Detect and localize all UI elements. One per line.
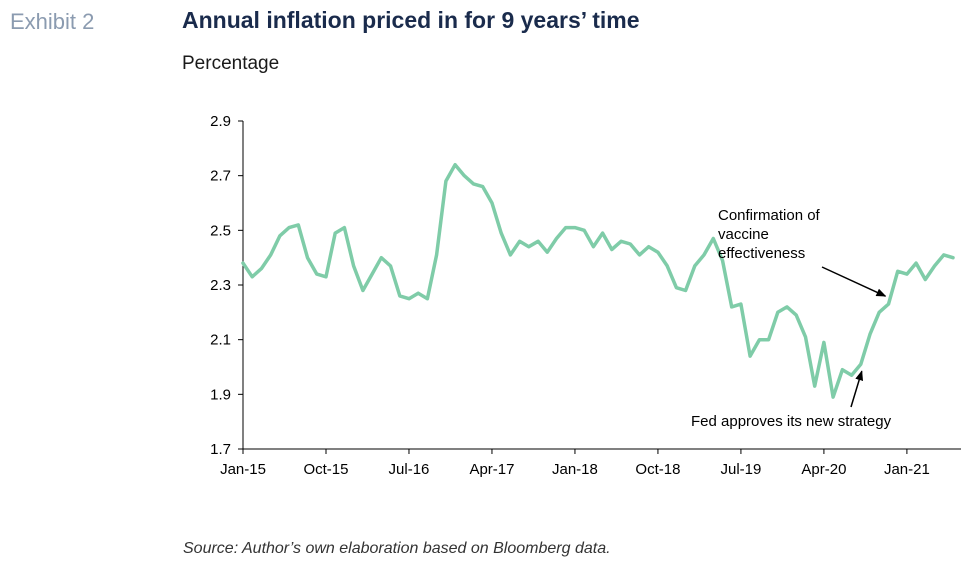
x-tick-label: Apr-17: [469, 461, 514, 478]
x-tick-label: Oct-15: [303, 461, 348, 478]
x-tick-label: Jan-21: [884, 461, 930, 478]
annotation-fed-text: Fed approves its new strategy: [691, 413, 892, 430]
annotations: Confirmation of vaccine effectiveness Fed a…: [691, 207, 892, 430]
annotation-vaccine-arrow: [821, 266, 887, 297]
chart-axes: [238, 120, 961, 454]
series-group: [241, 162, 955, 399]
x-tick-label: Jul-19: [720, 461, 761, 478]
x-tick-label: Jul-16: [389, 461, 430, 478]
chart-subtitle: Percentage: [182, 53, 280, 74]
chart-title: Annual inflation priced in for 9 years’ …: [182, 7, 640, 33]
source-note: Source: Author’s own elaboration based o…: [183, 540, 611, 557]
x-tick-label: Jan-15: [220, 461, 266, 478]
annotation-vaccine-text: effectiveness: [718, 245, 805, 262]
y-tick-label: 1.7: [210, 441, 231, 458]
y-tick-labels: 1.7 1.9 2.1 2.3 2.5 2.7 2.9: [210, 113, 231, 458]
annotation-vaccine-text: vaccine: [718, 226, 769, 243]
annotation-vaccine-text: Confirmation of: [718, 207, 821, 224]
y-tick-label: 2.1: [210, 332, 231, 349]
y-tick-label: 2.9: [210, 113, 231, 130]
x-tick-labels: Jan-15 Oct-15 Jul-16 Apr-17 Jan-18 Oct-18 Jul-…: [220, 461, 930, 478]
y-tick-label: 2.7: [210, 168, 231, 185]
y-tick-label: 2.5: [210, 222, 231, 239]
x-tick-label: Oct-18: [635, 461, 680, 478]
x-tick-label: Apr-20: [801, 461, 846, 478]
y-tick-label: 2.3: [210, 277, 231, 294]
y-tick-label: 1.9: [210, 386, 231, 403]
annotation-fed-arrow: [850, 370, 864, 408]
series-line: [241, 162, 955, 399]
x-tick-label: Jan-18: [552, 461, 598, 478]
exhibit-label: Exhibit 2: [10, 9, 95, 34]
